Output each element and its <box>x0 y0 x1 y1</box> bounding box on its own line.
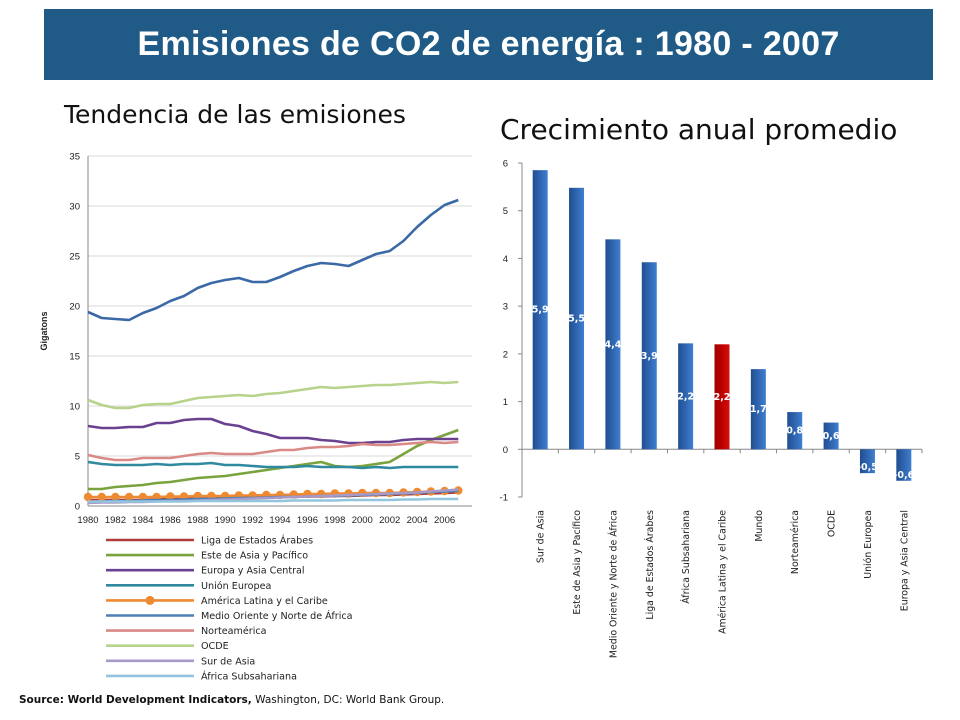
legend-label: África Subsahariana <box>201 669 297 682</box>
category-label: Este de Asia y Pacífico <box>572 510 583 615</box>
series-line <box>87 417 459 445</box>
data-point <box>166 492 175 501</box>
bar-value-label: 2,2 <box>714 392 731 403</box>
legend-label: Unión Europea <box>201 580 271 592</box>
bar <box>896 449 912 481</box>
series-line <box>88 497 459 503</box>
category-label: Unión Europea <box>863 510 874 579</box>
x-tick-label: 2000 <box>352 515 373 526</box>
bar <box>641 262 657 450</box>
bar <box>714 344 730 450</box>
x-tick-label: 1982 <box>105 515 126 526</box>
y-tick-label: 0 <box>75 502 80 513</box>
bar-chart-title: Crecimiento anual promedio <box>500 113 898 146</box>
source-label: Source: World Development Indicators, <box>19 694 252 706</box>
y-tick-label: -1 <box>500 493 508 504</box>
y-tick-label: 5 <box>503 206 508 217</box>
bar-value-label: 1,7 <box>750 404 767 415</box>
x-tick-label: 2004 <box>407 515 428 526</box>
legend-label: Liga de Estados Árabes <box>201 534 313 547</box>
bar-value-label: -0,5 <box>857 462 878 473</box>
bar <box>859 449 875 474</box>
bar-value-label: 3,9 <box>641 351 658 362</box>
category-label: Liga de Estados Árabes <box>644 510 656 620</box>
category-label: Norteamérica <box>790 510 801 574</box>
category-label: Sur de Asia <box>536 510 547 563</box>
line-chart-title: Tendencia de las emisiones <box>64 100 406 129</box>
y-tick-label: 20 <box>69 302 80 313</box>
bar <box>532 170 548 450</box>
bar <box>787 412 803 450</box>
legend-label: Este de Asia y Pacífico <box>201 550 308 562</box>
data-point <box>83 492 93 502</box>
bar-value-label: 5,5 <box>568 314 585 325</box>
bar <box>569 187 585 450</box>
x-tick-label: 1990 <box>215 515 236 526</box>
y-tick-label: 35 <box>69 152 80 163</box>
bar <box>750 369 766 450</box>
world-series-line <box>87 198 459 322</box>
category-label: América Latina y el Caribe <box>718 510 729 634</box>
category-label: Europa y Asia Central <box>899 510 910 611</box>
y-tick-label: 3 <box>503 302 508 313</box>
bar-value-label: 2,2 <box>677 391 694 402</box>
source-note: Source: World Development Indicators, Wa… <box>19 694 444 706</box>
legend-label: Europa y Asia Central <box>201 566 305 577</box>
category-label: Medio Oriente y Norte de África <box>607 510 619 658</box>
series-line <box>87 380 459 410</box>
bar-value-label: 0,8 <box>786 426 803 437</box>
y-tick-label: 0 <box>503 445 508 456</box>
data-point <box>138 492 148 502</box>
series-line <box>87 440 459 462</box>
x-tick-label: 1986 <box>160 515 181 526</box>
bar <box>823 422 839 450</box>
x-tick-label: 1988 <box>187 515 208 526</box>
legend-label: América Latina y el Caribe <box>201 595 328 607</box>
bar-value-label: -0,6 <box>893 470 914 481</box>
x-tick-label: 1996 <box>297 515 318 526</box>
y-tick-label: 30 <box>69 202 80 213</box>
category-label: OCDE <box>827 510 838 537</box>
series-line <box>87 460 459 470</box>
category-label: Mundo <box>754 510 765 542</box>
x-tick-label: 1994 <box>269 515 290 526</box>
series-line <box>88 428 459 491</box>
legend-label: Sur de Asia <box>201 656 255 667</box>
data-point <box>111 492 120 502</box>
category-label: África Subsahariana <box>680 510 692 604</box>
x-tick-label: 1980 <box>77 515 98 526</box>
y-tick-label: 4 <box>503 254 508 265</box>
page-title: Emisiones de CO2 de energía : 1980 - 200… <box>137 25 840 63</box>
bar <box>605 239 621 450</box>
bar-value-label: 4,4 <box>604 339 621 350</box>
x-tick-label: 1984 <box>132 515 153 526</box>
title-banner: Emisiones de CO2 de energía : 1980 - 200… <box>44 9 933 80</box>
y-tick-label: 6 <box>503 159 508 170</box>
y-tick-label: 15 <box>69 352 80 363</box>
data-point <box>124 492 134 502</box>
y-tick-label: 2 <box>503 349 508 360</box>
bar <box>678 343 694 450</box>
legend-marker <box>145 595 155 605</box>
y-axis-label: Gigatons <box>39 311 49 350</box>
x-tick-label: 1992 <box>242 515 263 526</box>
bar-value-label: 5,9 <box>532 305 549 316</box>
bar-value-label: 0,6 <box>823 431 840 442</box>
legend-label: Norteamérica <box>201 625 267 637</box>
bar-chart: -1 0 1 2 3 4 5 6 5,9 Sur de Asia 5,5 Este de Asia y… <box>500 159 923 658</box>
y-tick-label: 10 <box>69 402 80 413</box>
y-tick-label: 5 <box>75 452 80 463</box>
x-tick-label: 2006 <box>434 515 455 526</box>
source-text: Washington, DC: World Bank Group. <box>251 694 445 706</box>
y-tick-label: 1 <box>503 397 508 408</box>
y-tick-label: 25 <box>69 252 80 263</box>
legend-label: Medio Oriente y Norte de África <box>201 609 353 622</box>
x-tick-label: 1998 <box>324 515 345 526</box>
legend-label: OCDE <box>201 641 229 652</box>
x-tick-label: 2002 <box>379 515 400 526</box>
line-chart: 0 5 10 15 20 25 30 35 1980 1982 1984 1986 1988 1990 19… <box>39 152 472 682</box>
data-point <box>97 492 106 502</box>
